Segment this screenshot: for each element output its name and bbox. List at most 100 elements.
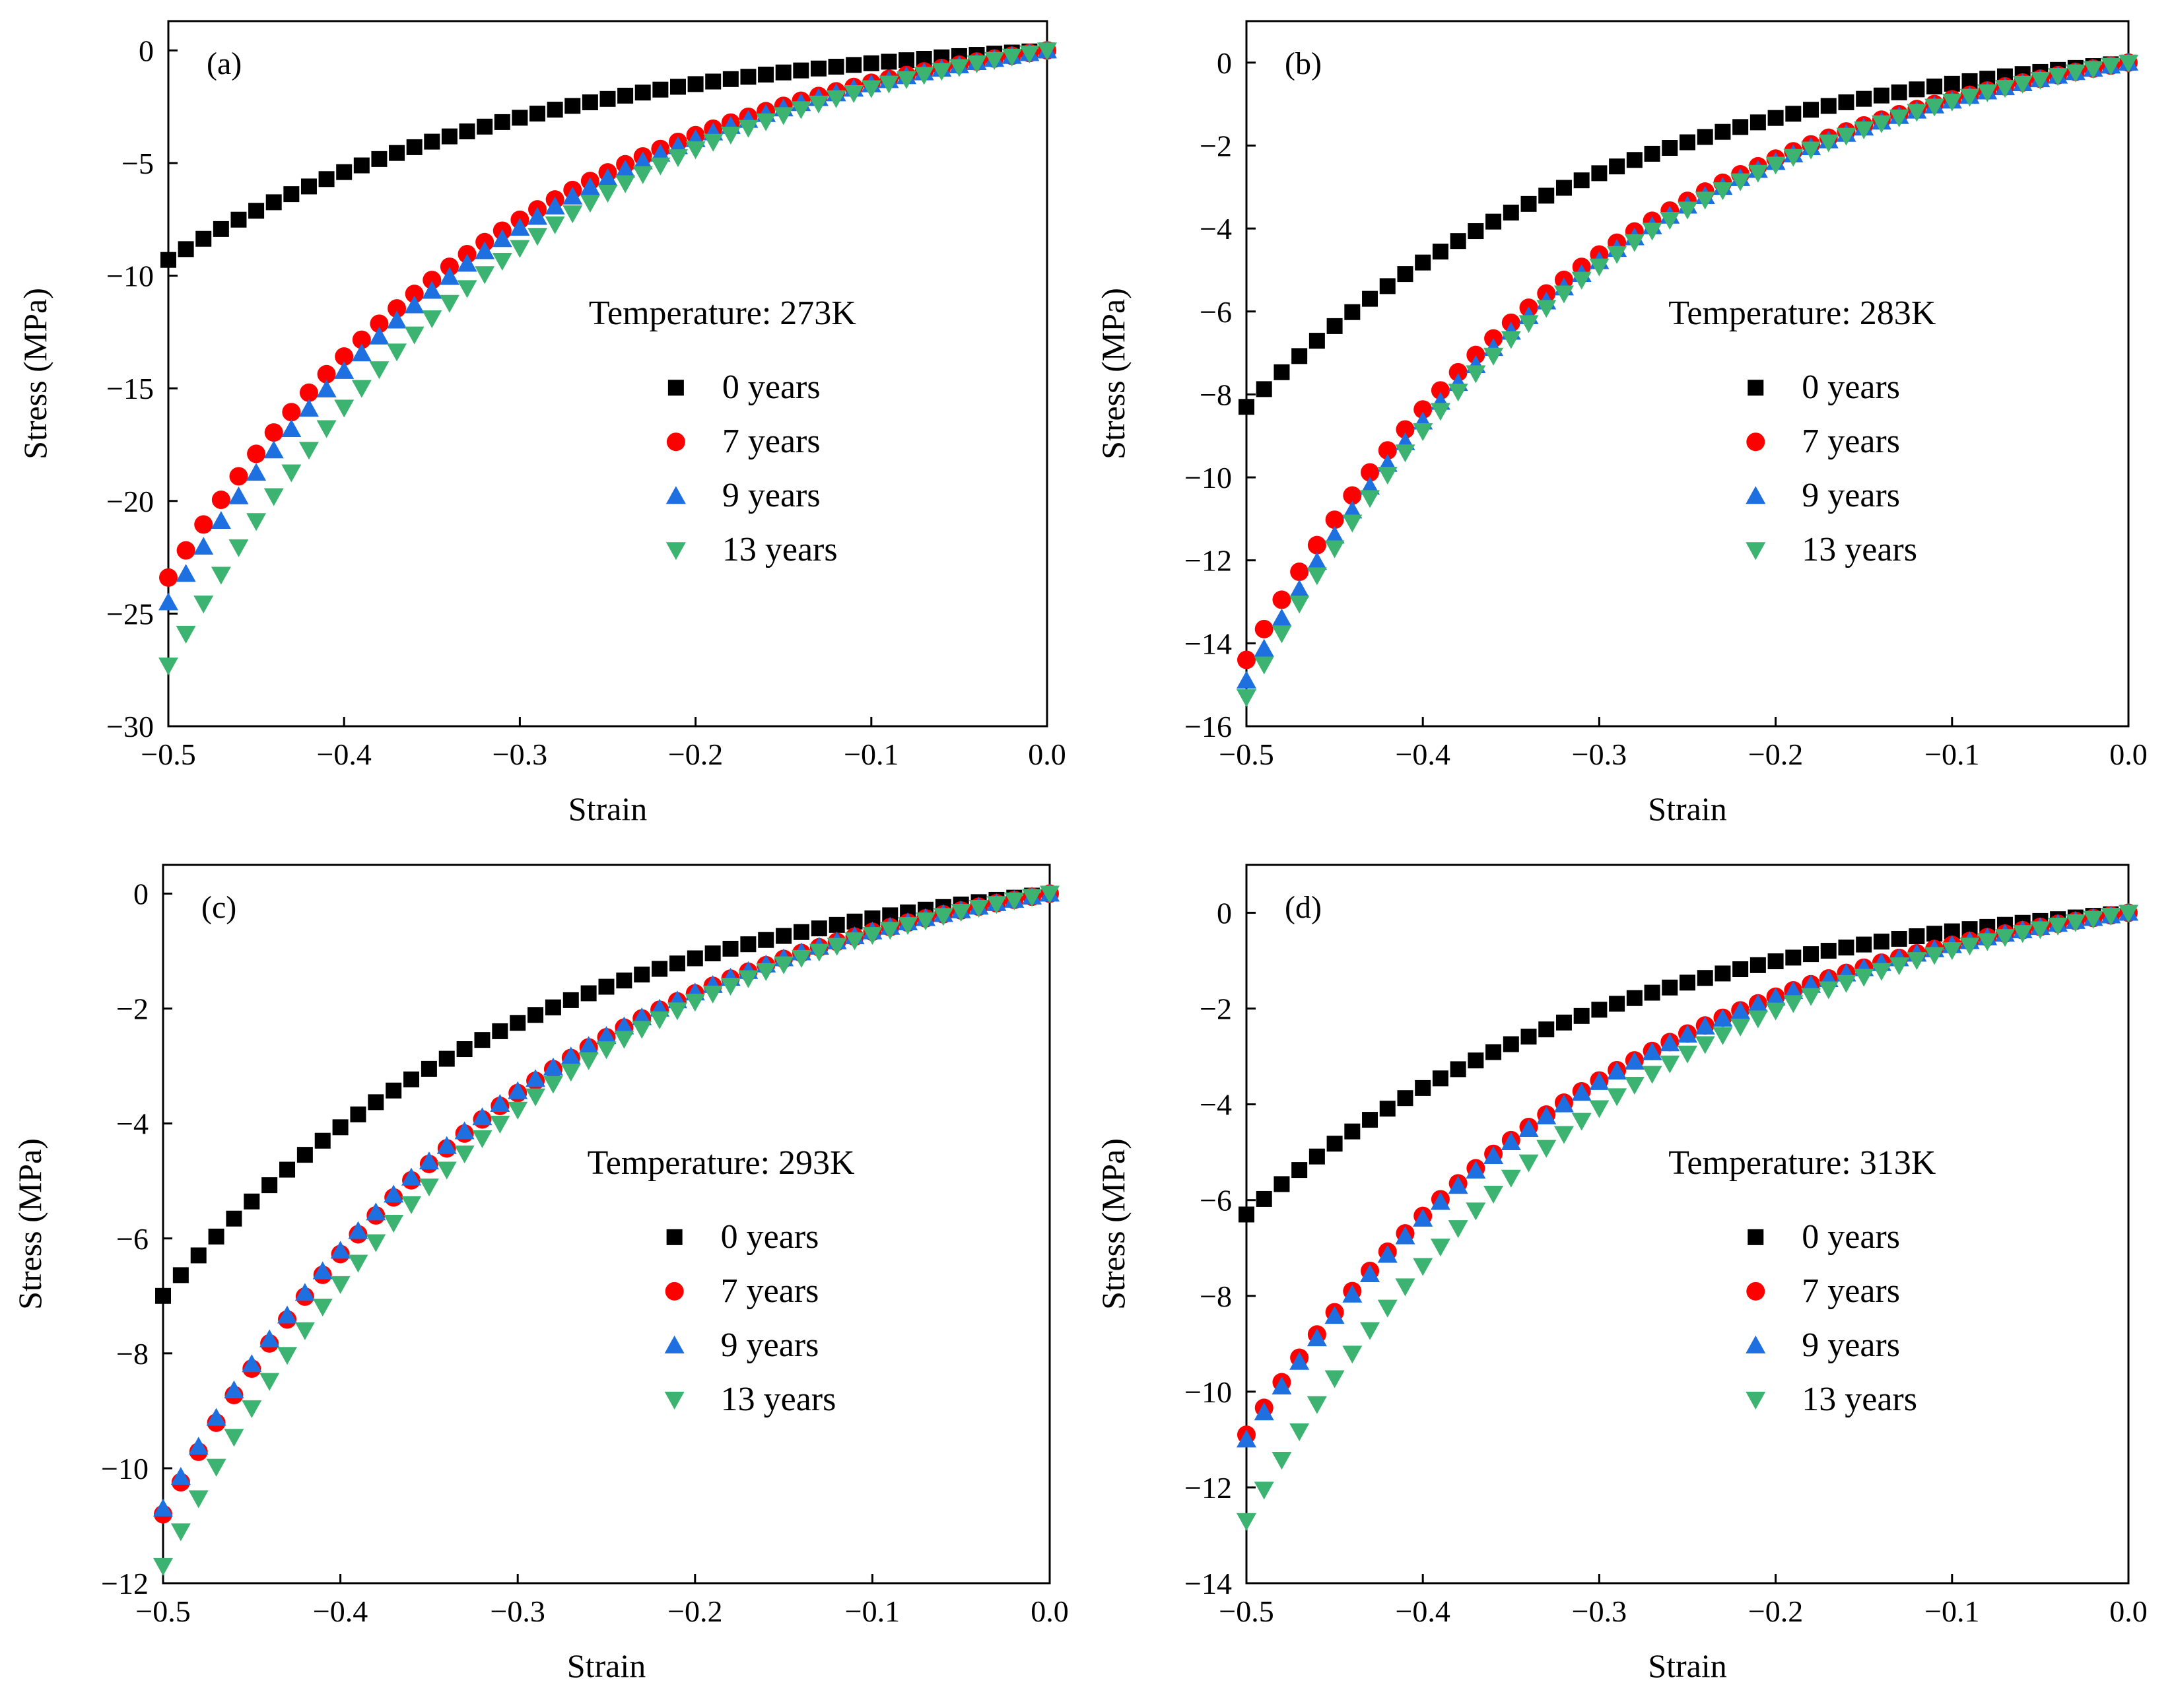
data-point [722,71,739,87]
y-tick-label: −4 [1200,212,1232,246]
data-point [1644,984,1660,1001]
data-point [1415,1079,1431,1096]
data-point [1324,526,1345,544]
data-point [614,1031,634,1049]
data-point [1571,1112,1592,1131]
legend-marker [1746,542,1766,561]
data-point [1801,141,1821,160]
legend-marker [667,380,684,396]
data-point [172,1267,189,1283]
data-point [477,118,493,135]
data-point [2119,54,2138,73]
data-point [366,1234,386,1252]
data-point [1037,42,1057,61]
panel-d: −0.5 −0.4 −0.3 −0.2 −0.1 0.0 −14 −12 −10 −8 −6 −4 −2… [1095,864,2148,1684]
x-tick-label: −0.1 [1924,1594,1979,1628]
data-point [352,330,371,349]
data-point [419,1179,439,1197]
data-point [283,186,300,203]
y-tick-label: −14 [1184,627,1232,660]
data-point [1289,1351,1310,1370]
data-point [242,1400,262,1418]
legend-label: 9 years [721,1326,819,1364]
data-point [560,1064,581,1082]
data-point [1308,333,1325,349]
data-point [300,178,317,195]
data-point [1748,994,1768,1013]
data-point [1783,149,1804,167]
data-point [914,67,934,85]
data-point [386,1082,402,1099]
legend-marker [1748,380,1764,396]
legend-label: 13 years [1802,1381,1917,1418]
data-point [791,949,811,968]
data-point [224,1380,244,1398]
data-point [2048,68,2068,86]
data-point [1430,1239,1450,1257]
data-point [510,217,530,236]
data-point [1483,1185,1504,1204]
data-point [1891,84,1907,100]
data-point [547,102,563,118]
data-point [475,241,495,259]
data-point [401,1167,422,1186]
data-point [2065,64,2086,83]
legend-label: 9 years [1802,477,1900,514]
data-point [405,285,424,304]
data-point [791,101,811,120]
data-point [1520,1029,1537,1045]
data-point [1994,929,2015,947]
data-point [332,1119,349,1136]
data-point [492,252,512,271]
data-point [1361,463,1380,482]
data-point [1856,936,1872,953]
y-tick-label: −10 [1184,461,1232,495]
data-point [2083,910,2103,929]
data-point [1415,254,1431,271]
legend-label: 13 years [1802,531,1917,568]
data-point [545,216,565,234]
data-point [1325,510,1344,529]
data-point [2101,908,2121,926]
data-point [898,917,918,936]
legend-label: 0 years [722,368,821,406]
data-point [1274,364,1290,380]
data-point [348,1221,368,1239]
data-point [580,177,600,195]
data-point [1660,1033,1680,1052]
data-point [793,924,809,940]
data-point [1004,892,1025,910]
data-point [756,113,776,131]
data-point [1520,195,1537,212]
x-tick-label: 0.0 [2109,737,2148,771]
data-point [1254,638,1274,657]
data-point [1909,928,1925,945]
data-point [312,1261,333,1280]
data-point [317,364,336,384]
data-point [1291,1162,1308,1179]
data-point [738,120,759,138]
panel-c: −0.5 −0.4 −0.3 −0.2 −0.1 0.0 −12 −10 −8 −6 −4 −2 0 St… [11,864,1069,1684]
data-point [1678,1025,1697,1043]
data-point [228,539,249,557]
data-point [1942,942,1962,961]
data-point [1803,102,1819,118]
data-point [318,171,335,188]
data-point [226,1210,242,1227]
data-point [1926,79,1943,95]
y-tick-label: 0 [133,877,149,911]
data-point [720,126,741,145]
plot-frame [162,864,1051,1585]
data-point [968,900,989,918]
y-tick-label: −20 [106,485,154,518]
data-point [526,1088,546,1107]
series-13-years [1237,54,2138,708]
data-point [353,157,370,174]
data-point [1553,1094,1574,1112]
data-point [1344,1123,1361,1140]
data-point [1395,1226,1415,1245]
data-point [1237,670,1256,689]
data-point [1536,1106,1557,1124]
data-point [774,956,794,974]
data-point [1959,938,1980,956]
